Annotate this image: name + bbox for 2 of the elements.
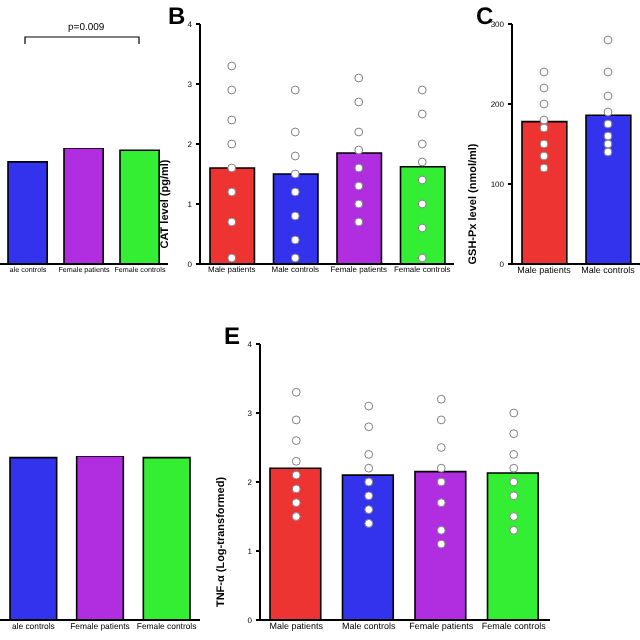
chart-title: B	[168, 2, 186, 30]
chart-title: E	[224, 322, 241, 350]
